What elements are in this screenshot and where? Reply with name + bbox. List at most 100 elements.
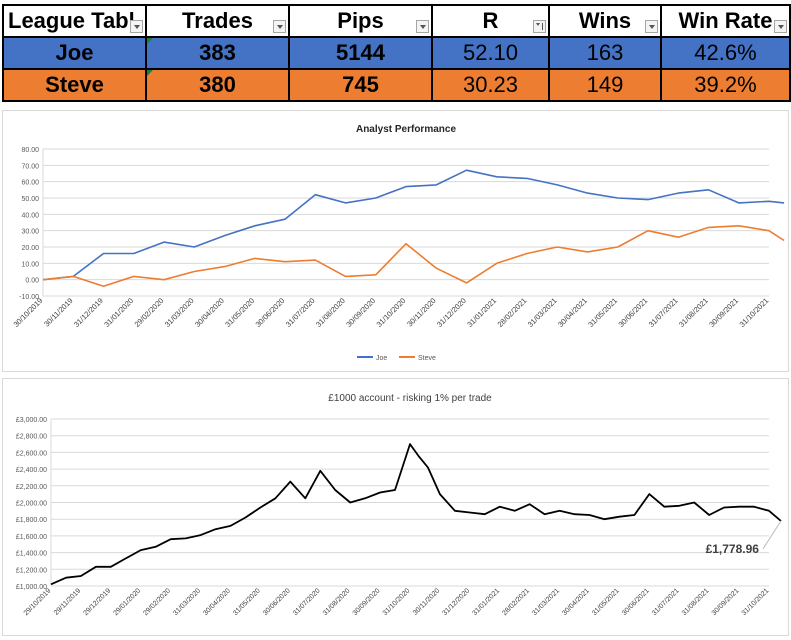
cell-trades-value: 380 [199, 72, 236, 97]
cell-wins[interactable]: 149 [548, 68, 662, 102]
x-tick-label: 31/08/2020 [322, 587, 352, 617]
x-tick-label: 31/05/2021 [586, 296, 619, 329]
series-line-balance [50, 443, 782, 586]
sort-descending-icon[interactable] [533, 20, 546, 33]
x-tick-label: 31/08/2021 [681, 587, 711, 617]
cell-trades[interactable]: 380 [145, 68, 290, 102]
x-tick-label: 30/11/2020 [405, 296, 438, 329]
cell-pips[interactable]: 745 [288, 68, 433, 102]
filter-dropdown-icon[interactable] [645, 20, 658, 33]
x-tick-label: 29/12/2019 [83, 587, 113, 617]
y-tick-label: £1,400.00 [16, 551, 47, 558]
x-tick-label: 30/04/2020 [202, 587, 232, 617]
x-tick-label: 31/03/2020 [163, 296, 196, 329]
x-tick-label: 30/09/2021 [711, 587, 741, 617]
table-row: Steve 380 745 30.23 149 39.2% [2, 68, 791, 102]
x-tick-label: 31/03/2021 [526, 296, 559, 329]
x-tick-label: 30/09/2020 [344, 296, 377, 329]
x-tick-label: 30/06/2020 [262, 587, 292, 617]
x-tick-label: 30/06/2020 [254, 296, 287, 329]
error-indicator-icon [148, 39, 153, 44]
account-balance-chart[interactable]: £1000 account - risking 1% per trade £1,0… [2, 378, 789, 636]
x-tick-label: 31/08/2021 [677, 296, 710, 329]
header-pips[interactable]: Pips [288, 4, 433, 38]
header-win-rate[interactable]: Win Rate [660, 4, 791, 38]
cell-trades[interactable]: 383 [145, 36, 290, 70]
header-r[interactable]: R [431, 4, 550, 38]
cell-pips[interactable]: 5144 [288, 36, 433, 70]
x-tick-label: 31/01/2021 [471, 587, 501, 617]
analyst-performance-plot: Analyst Performance -10.00 0.00 10.00 20.00 3… [12, 124, 785, 362]
x-tick-label: 31/01/2020 [102, 296, 135, 329]
x-tick-label: 31/10/2021 [741, 587, 771, 617]
x-tick-label: 29/02/2020 [142, 587, 172, 617]
header-pips-label: Pips [337, 8, 384, 33]
header-wins[interactable]: Wins [548, 4, 662, 38]
annotation-leader-line [762, 520, 782, 550]
header-trades-label: Trades [182, 8, 253, 33]
x-tick-label: 31/08/2020 [314, 296, 347, 329]
filter-dropdown-icon[interactable] [416, 20, 429, 33]
x-tick-label: 31/05/2021 [591, 587, 621, 617]
error-indicator-icon [148, 71, 153, 76]
y-tick-label: 30.00 [21, 229, 39, 236]
cell-win-rate[interactable]: 42.6% [660, 36, 791, 70]
cell-name[interactable]: Steve [2, 68, 147, 102]
x-tick-label: 31/07/2021 [651, 587, 681, 617]
x-tick-label: 30/11/2019 [42, 296, 75, 329]
x-tick-label: 30/04/2021 [561, 587, 591, 617]
x-tick-label: 28/02/2021 [501, 587, 531, 617]
cell-r[interactable]: 30.23 [431, 68, 550, 102]
y-tick-label: -10.00 [19, 294, 39, 301]
header-r-label: R [482, 8, 499, 33]
x-tick-label: 30/09/2020 [352, 587, 382, 617]
analyst-performance-chart[interactable]: Analyst Performance -10.00 0.00 10.00 20.00 3… [2, 110, 789, 372]
header-trades[interactable]: Trades [145, 4, 290, 38]
y-tick-label: £2,800.00 [16, 434, 47, 441]
filter-dropdown-icon[interactable] [273, 20, 286, 33]
y-tick-label: £1,800.00 [16, 517, 47, 524]
y-tick-label: £2,400.00 [16, 467, 47, 474]
legend-label-joe: Joe [376, 355, 387, 362]
x-tick-label: 31/07/2020 [292, 587, 322, 617]
x-tick-label: 31/07/2021 [647, 296, 680, 329]
header-name[interactable]: League Tabl [2, 4, 147, 38]
x-tick-label: 28/02/2021 [496, 296, 529, 329]
x-tick-label: 30/06/2021 [617, 296, 650, 329]
filter-dropdown-icon[interactable] [130, 20, 143, 33]
league-table: League Tabl Trades Pips R Wins Win Rate … [0, 0, 791, 104]
x-tick-label: 30/04/2020 [193, 296, 226, 329]
x-tick-label: 31/03/2021 [531, 587, 561, 617]
y-tick-label: £2,200.00 [16, 484, 47, 491]
cell-wins[interactable]: 163 [548, 36, 662, 70]
filter-dropdown-icon[interactable] [774, 20, 787, 33]
cell-r[interactable]: 52.10 [431, 36, 550, 70]
y-tick-label: 70.00 [21, 163, 39, 170]
y-tick-label: £3,000.00 [16, 417, 47, 424]
x-tick-label: 30/06/2021 [621, 587, 651, 617]
y-tick-label: 20.00 [21, 245, 39, 252]
y-tick-label: 40.00 [21, 212, 39, 219]
y-tick-label: 0.00 [25, 278, 39, 285]
final-balance-label: £1,778.96 [706, 542, 760, 556]
y-tick-label: 60.00 [21, 180, 39, 187]
x-tick-label: 31/10/2020 [382, 587, 412, 617]
account-balance-plot: £1000 account - risking 1% per trade £1,0… [16, 393, 782, 617]
x-tick-label: 29/02/2020 [133, 296, 166, 329]
x-tick-label: 30/09/2021 [707, 296, 740, 329]
series-line-joe [42, 169, 785, 281]
table-row: Joe 383 5144 52.10 163 42.6% [2, 36, 791, 70]
series-line-steve [42, 225, 785, 287]
table-header-row: League Tabl Trades Pips R Wins Win Rate [2, 4, 791, 38]
y-tick-label: 80.00 [21, 147, 39, 154]
cell-name[interactable]: Joe [2, 36, 147, 70]
header-wins-label: Wins [578, 8, 632, 33]
header-win-rate-label: Win Rate [678, 8, 773, 33]
y-tick-label: 10.00 [21, 261, 39, 268]
chart-title: Analyst Performance [356, 124, 456, 135]
header-name-label: League Tabl [8, 8, 135, 33]
y-tick-label: £2,000.00 [16, 501, 47, 508]
x-tick-label: 31/10/2021 [738, 296, 771, 329]
cell-win-rate[interactable]: 39.2% [660, 68, 791, 102]
x-tick-label: 31/12/2019 [72, 296, 105, 329]
